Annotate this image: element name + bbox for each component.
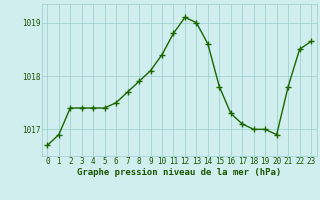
X-axis label: Graphe pression niveau de la mer (hPa): Graphe pression niveau de la mer (hPa) xyxy=(77,168,281,177)
